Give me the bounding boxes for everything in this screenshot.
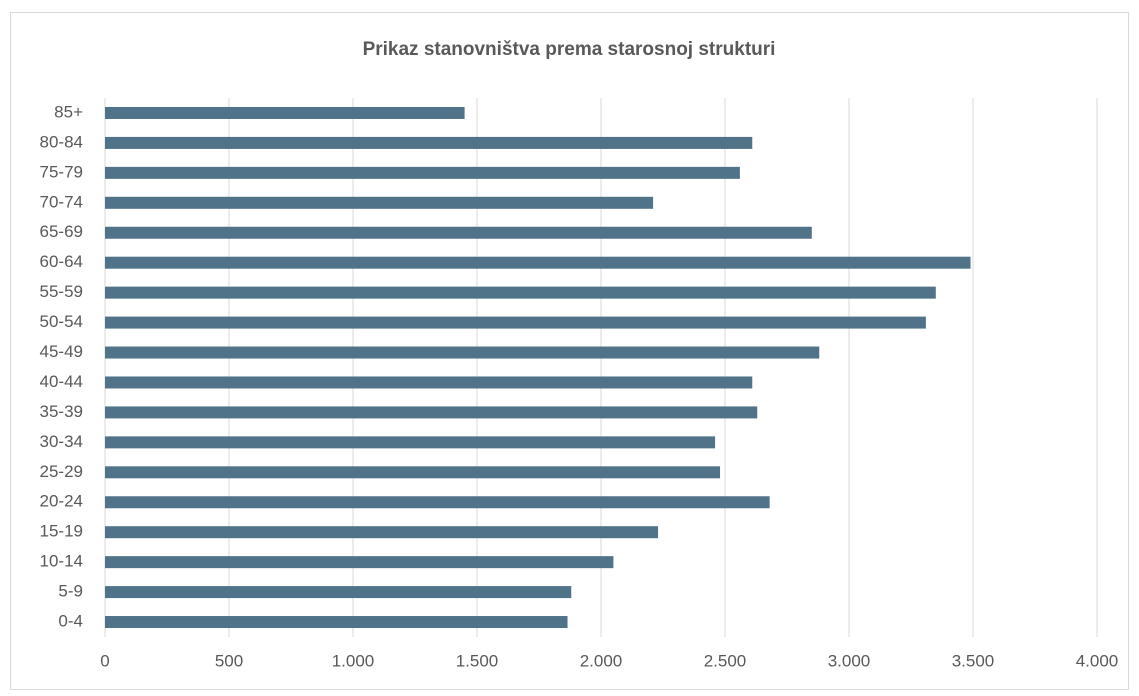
x-tick-label: 4.000 bbox=[1076, 651, 1119, 670]
bar bbox=[105, 586, 572, 599]
bar bbox=[105, 406, 758, 419]
chart-title: Prikaz stanovništva prema starosnoj stru… bbox=[363, 39, 776, 60]
bar bbox=[105, 226, 812, 239]
bar bbox=[105, 436, 716, 449]
bar bbox=[105, 556, 614, 569]
bar bbox=[105, 196, 654, 209]
bar bbox=[105, 286, 936, 299]
bar bbox=[105, 466, 721, 479]
y-tick-label: 40-44 bbox=[40, 372, 83, 391]
y-tick-label: 50-54 bbox=[40, 312, 83, 331]
bar bbox=[105, 106, 465, 119]
y-tick-label: 0-4 bbox=[58, 612, 83, 631]
bar bbox=[105, 316, 926, 329]
y-tick-label: 65-69 bbox=[40, 222, 83, 241]
y-tick-label: 10-14 bbox=[40, 552, 83, 571]
y-tick-label: 15-19 bbox=[40, 522, 83, 541]
x-tick-label: 2.000 bbox=[580, 651, 623, 670]
x-tick-label: 3.000 bbox=[828, 651, 871, 670]
y-tick-label: 75-79 bbox=[40, 162, 83, 181]
y-tick-label: 80-84 bbox=[40, 132, 83, 151]
y-tick-label: 20-24 bbox=[40, 492, 83, 511]
x-tick-label: 500 bbox=[215, 651, 243, 670]
x-tick-label: 1.000 bbox=[332, 651, 375, 670]
y-tick-label: 25-29 bbox=[40, 462, 83, 481]
bar bbox=[105, 496, 770, 509]
x-tick-label: 2.500 bbox=[704, 651, 747, 670]
x-tick-label: 3.500 bbox=[952, 651, 995, 670]
y-tick-label: 55-59 bbox=[40, 282, 83, 301]
bar bbox=[105, 376, 753, 389]
y-tick-label: 5-9 bbox=[58, 582, 83, 601]
x-tick-label: 1.500 bbox=[456, 651, 499, 670]
bar bbox=[105, 136, 753, 149]
bar bbox=[105, 346, 820, 359]
bar bbox=[105, 166, 740, 179]
y-tick-label: 30-34 bbox=[40, 432, 83, 451]
y-tick-label: 35-39 bbox=[40, 402, 83, 421]
x-tick-label: 0 bbox=[100, 651, 109, 670]
y-tick-label: 60-64 bbox=[40, 252, 83, 271]
bar bbox=[105, 526, 659, 539]
bar bbox=[105, 616, 568, 629]
y-tick-label: 70-74 bbox=[40, 192, 83, 211]
y-tick-label: 85+ bbox=[54, 102, 83, 121]
bar bbox=[105, 256, 971, 269]
y-tick-label: 45-49 bbox=[40, 342, 83, 361]
